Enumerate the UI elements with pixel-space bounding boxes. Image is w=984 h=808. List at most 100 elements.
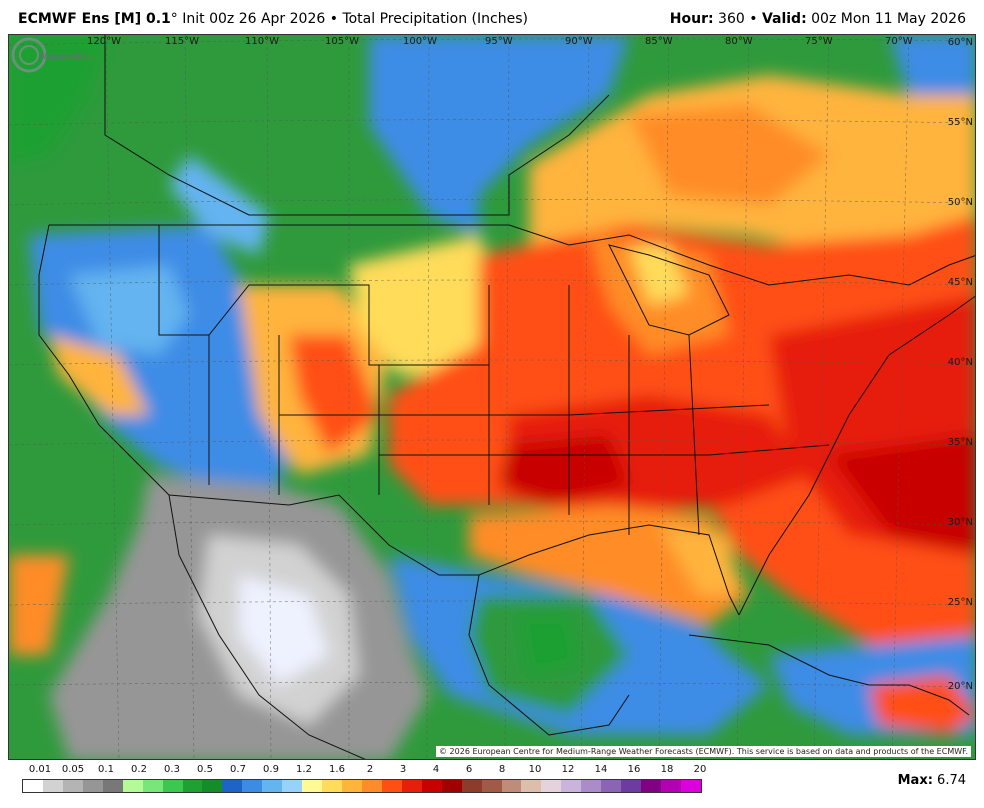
- state-lines-north: [158, 225, 489, 366]
- legend-label: 1.6: [329, 764, 345, 775]
- legend-swatch: [102, 780, 123, 792]
- legend-label: 2: [366, 764, 374, 775]
- legend-label: 0.7: [230, 764, 246, 775]
- max-value: Max: 6.74: [898, 773, 966, 788]
- longitude-label: 105°W: [325, 36, 359, 47]
- legend-label: 0.05: [61, 764, 85, 775]
- legend-swatch: [322, 780, 342, 792]
- legend-label: 0.01: [28, 764, 52, 775]
- title-separator: •: [329, 11, 338, 27]
- legend-swatch: [541, 780, 562, 792]
- legend-label: 0.9: [263, 764, 279, 775]
- legend-label: 0.1: [98, 764, 114, 775]
- latitude-label: 60°N: [947, 37, 973, 48]
- model-name: ECMWF Ens [M] 0.1: [18, 11, 171, 27]
- hour-value: 360: [718, 11, 745, 27]
- longitude-label: 90°W: [565, 36, 593, 47]
- longitude-label: 80°W: [725, 36, 753, 47]
- hour-label: Hour:: [669, 11, 714, 27]
- legend-swatch: [222, 780, 243, 792]
- legend-label: 10: [528, 764, 542, 775]
- legend-label: 0.2: [131, 764, 147, 775]
- legend-swatch: [381, 780, 402, 792]
- legend-label: 18: [660, 764, 674, 775]
- valid-label: Valid:: [761, 11, 807, 27]
- legend-label: 16: [627, 764, 641, 775]
- latitude-label: 30°N: [947, 517, 973, 528]
- legend-swatch: [342, 780, 362, 792]
- legend-swatch: [561, 780, 582, 792]
- legend-swatch: [521, 780, 542, 792]
- mexico-gulf-coast: [468, 574, 630, 736]
- legend-swatch: [661, 780, 681, 792]
- latitude-label: 20°N: [947, 681, 973, 692]
- legend-colorbar: [22, 779, 702, 793]
- legend-swatch: [461, 780, 482, 792]
- latitude-label: 45°N: [947, 277, 973, 288]
- legend-swatch: [62, 780, 83, 792]
- cuba-outline: [688, 634, 870, 686]
- longitude-label: 85°W: [645, 36, 673, 47]
- precipitation-map[interactable]: 120°W 115°W 110°W 105°W 100°W 95°W 90°W 85°W 80°…: [8, 34, 976, 760]
- legend-label: 8: [498, 764, 506, 775]
- canada-border: [104, 35, 610, 216]
- longitude-label: 115°W: [165, 36, 199, 47]
- legend-label: 12: [561, 764, 575, 775]
- precip-legend: 0.01 0.05 0.1 0.2 0.3 0.5 0.7 0.9 1.2 1.6 2 3 4 6 8 10 1…: [22, 764, 706, 794]
- legend-swatch: [481, 780, 502, 792]
- map-canvas: [9, 35, 975, 759]
- longitude-label: 100°W: [403, 36, 437, 47]
- boundaries: [38, 35, 975, 759]
- us-south-border: [168, 494, 740, 616]
- max-number: 6.74: [937, 773, 966, 788]
- legend-label: 3: [399, 764, 407, 775]
- longitude-label: 120°W: [87, 36, 121, 47]
- legend-swatch: [581, 780, 602, 792]
- legend-label: 0.3: [164, 764, 180, 775]
- legend-swatch: [162, 780, 183, 792]
- latitude-label: 25°N: [947, 597, 973, 608]
- max-label: Max:: [897, 773, 933, 788]
- legend-swatch: [182, 780, 203, 792]
- legend-swatch: [282, 780, 303, 792]
- northeast-border: [508, 224, 975, 286]
- legend-swatch: [441, 780, 462, 792]
- legend-label: 6: [465, 764, 473, 775]
- legend-swatch: [262, 780, 283, 792]
- precip-field: [9, 35, 975, 759]
- graticule: [9, 35, 975, 759]
- weatherbell-logo: WeatherBELL: [11, 37, 89, 73]
- legend-label: 0.5: [197, 764, 213, 775]
- field-name: Total Precipitation (Inches): [342, 11, 528, 27]
- longitude-label: 75°W: [805, 36, 833, 47]
- valid-value: 00z Mon 11 May 2026: [811, 11, 966, 27]
- legend-swatch: [23, 780, 43, 792]
- header: ECMWF Ens [M] 0.1° Init 00z 26 Apr 2026 …: [0, 0, 984, 34]
- longitude-label: 70°W: [885, 36, 913, 47]
- valid-separator: •: [749, 11, 758, 27]
- legend-label: 1.2: [296, 764, 312, 775]
- legend-swatch: [302, 780, 323, 792]
- latitude-label: 50°N: [947, 197, 973, 208]
- legend-swatch: [42, 780, 63, 792]
- init-time: Init 00z 26 Apr 2026: [182, 11, 326, 27]
- state-lines-horizontal: [279, 404, 830, 456]
- legend-swatch: [82, 780, 103, 792]
- legend-swatch: [621, 780, 642, 792]
- legend-swatch: [421, 780, 442, 792]
- legend-swatch: [142, 780, 163, 792]
- us-west-coast: [38, 224, 170, 496]
- latitude-label: 40°N: [947, 357, 973, 368]
- legend-swatch: [202, 780, 223, 792]
- map-title: ECMWF Ens [M] 0.1° Init 00z 26 Apr 2026 …: [18, 11, 528, 27]
- legend-swatch: [680, 780, 701, 792]
- great-lakes-outline: [608, 244, 730, 336]
- longitude-label: 110°W: [245, 36, 279, 47]
- latitude-label: 55°N: [947, 117, 973, 128]
- legend-swatch: [122, 780, 143, 792]
- legend-swatch: [641, 780, 661, 792]
- legend-label: 4: [432, 764, 440, 775]
- legend-swatch: [401, 780, 422, 792]
- us-east-coast: [738, 295, 975, 616]
- legend-swatch: [601, 780, 622, 792]
